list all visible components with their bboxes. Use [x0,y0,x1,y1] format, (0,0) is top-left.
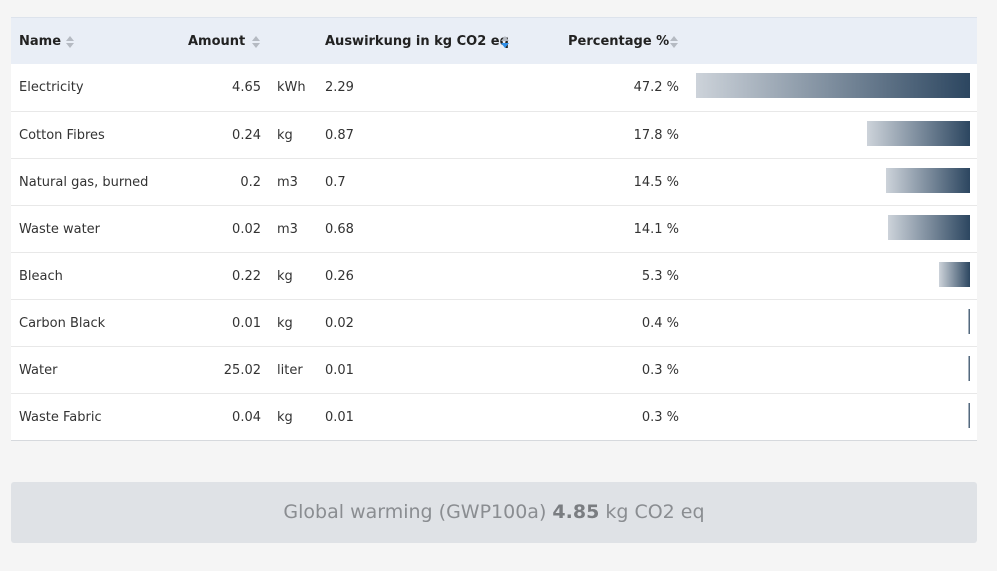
table-row: Water 25.02 liter 0.01 0.3 % [11,346,977,393]
summary-label: Global warming (GWP100a) [283,501,547,523]
name-cell: Bleach [19,269,63,284]
unit-cell: m3 [277,175,298,190]
header-name[interactable]: Name [19,34,62,49]
percentage-bar [967,309,970,334]
sort-icon[interactable] [670,35,678,49]
name-cell: Water [19,363,58,378]
amount-cell: 0.22 [232,269,261,284]
sort-icon[interactable] [252,35,260,49]
impact-cell: 0.7 [325,175,346,190]
unit-cell: kg [277,316,293,331]
percentage-bar [866,121,970,146]
percentage-bar [968,403,970,428]
impact-cell: 0.01 [325,410,354,425]
table-body: Electricity 4.65 kWh 2.29 47.2 % Cotton Fibre… [11,64,977,440]
table-row: Carbon Black 0.01 kg 0.02 0.4 % [11,299,977,346]
amount-cell: 0.04 [232,410,261,425]
table-row: Bleach 0.22 kg 0.26 5.3 % [11,252,977,299]
table-row: Cotton Fibres 0.24 kg 0.87 17.8 % [11,111,977,158]
name-cell: Natural gas, burned [19,175,149,190]
amount-cell: 0.01 [232,316,261,331]
percentage-cell: 5.3 % [641,269,679,284]
percentage-cell: 0.3 % [641,410,679,425]
percentage-cell: 47.2 % [633,80,679,95]
amount-cell: 0.24 [232,128,261,143]
header-percentage[interactable]: Percentage % [568,34,670,49]
header-impact[interactable]: Auswirkung in kg CO2 eq [325,34,509,49]
percentage-bar [939,262,970,287]
amount-cell: 0.2 [240,175,261,190]
percentage-bar [885,168,970,193]
name-cell: Waste water [19,222,101,237]
summary-unit: kg CO2 eq [605,501,705,523]
header-amount[interactable]: Amount [188,34,246,49]
unit-cell: kg [277,269,293,284]
impact-cell: 0.26 [325,269,354,284]
amount-cell: 25.02 [223,363,261,378]
percentage-cell: 0.4 % [641,316,679,331]
impact-cell: 0.01 [325,363,354,378]
percentage-cell: 14.5 % [633,175,679,190]
table-header: Name Amount Auswirkung in kg CO2 eq Perc… [11,17,977,64]
table-row: Electricity 4.65 kWh 2.29 47.2 % [11,64,977,111]
impact-cell: 0.02 [325,316,354,331]
name-cell: Electricity [19,80,84,95]
amount-cell: 0.02 [232,222,261,237]
table-row: Waste Fabric 0.04 kg 0.01 0.3 % [11,393,977,440]
unit-cell: kg [277,410,293,425]
sort-icon[interactable] [66,35,74,49]
sort-icon[interactable] [501,35,509,49]
name-cell: Waste Fabric [19,410,102,425]
name-cell: Carbon Black [19,316,106,331]
impact-cell: 2.29 [325,80,354,95]
impact-cell: 0.87 [325,128,354,143]
table-row: Natural gas, burned 0.2 m3 0.7 14.5 % [11,158,977,205]
unit-cell: m3 [277,222,298,237]
impact-table: Name Amount Auswirkung in kg CO2 eq Perc… [11,17,977,441]
unit-cell: liter [277,363,303,378]
summary-value: 4.85 [552,501,600,523]
percentage-bar [888,215,970,240]
percentage-cell: 0.3 % [641,363,679,378]
impact-cell: 0.68 [325,222,354,237]
table-row: Waste water 0.02 m3 0.68 14.1 % [11,205,977,252]
amount-cell: 4.65 [232,80,261,95]
name-cell: Cotton Fibres [19,128,105,143]
percentage-cell: 14.1 % [633,222,679,237]
percentage-bar [968,356,970,381]
summary-box: Global warming (GWP100a) 4.85 kg CO2 eq [11,482,977,543]
unit-cell: kWh [277,80,306,95]
percentage-bar [696,73,970,98]
unit-cell: kg [277,128,293,143]
percentage-cell: 17.8 % [633,128,679,143]
